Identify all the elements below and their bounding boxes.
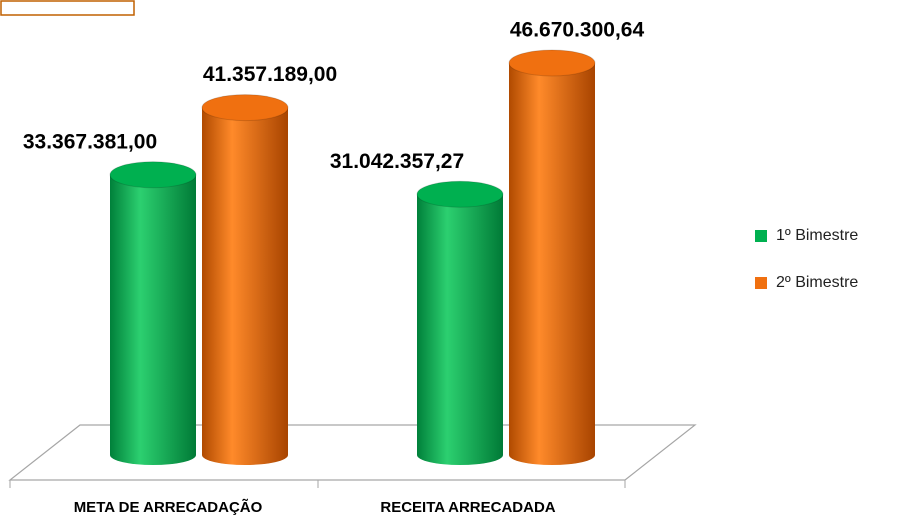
bar	[110, 174, 196, 465]
bar-top	[508, 49, 596, 77]
bar	[509, 63, 595, 465]
x-tick-label: RECEITA ARRECADADA	[380, 499, 555, 516]
bar	[202, 107, 288, 466]
bar-top	[416, 180, 504, 208]
value-label: 46.670.300,64	[510, 19, 645, 42]
legend-swatch	[755, 277, 767, 289]
legend-label: 2º Bimestre	[776, 274, 858, 291]
legend-label: 1º Bimestre	[776, 227, 858, 244]
bar-top	[201, 94, 289, 122]
bar-top	[109, 161, 197, 189]
x-tick-label: META DE ARRECADAÇÃO	[74, 498, 263, 516]
legend-swatch	[755, 230, 767, 242]
bar	[417, 194, 503, 465]
value-label: 31.042.357,27	[330, 150, 464, 173]
corner-box	[0, 0, 135, 16]
value-label: 41.357.189,00	[203, 63, 337, 86]
value-label: 33.367.381,00	[23, 130, 157, 153]
